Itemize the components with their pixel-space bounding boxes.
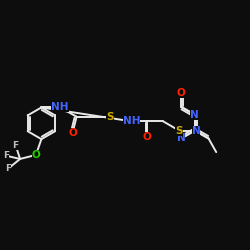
- Text: NH: NH: [51, 102, 69, 113]
- Text: O: O: [32, 150, 40, 160]
- Text: N: N: [177, 134, 186, 143]
- Text: S: S: [106, 112, 114, 122]
- Text: NH: NH: [123, 116, 140, 126]
- Text: F: F: [5, 164, 11, 173]
- Text: N: N: [192, 126, 200, 136]
- Text: F: F: [12, 141, 19, 150]
- Text: N: N: [190, 110, 199, 120]
- Text: F: F: [3, 151, 9, 160]
- Text: S: S: [175, 126, 183, 136]
- Text: O: O: [68, 128, 77, 138]
- Text: O: O: [143, 132, 152, 142]
- Text: O: O: [177, 88, 186, 98]
